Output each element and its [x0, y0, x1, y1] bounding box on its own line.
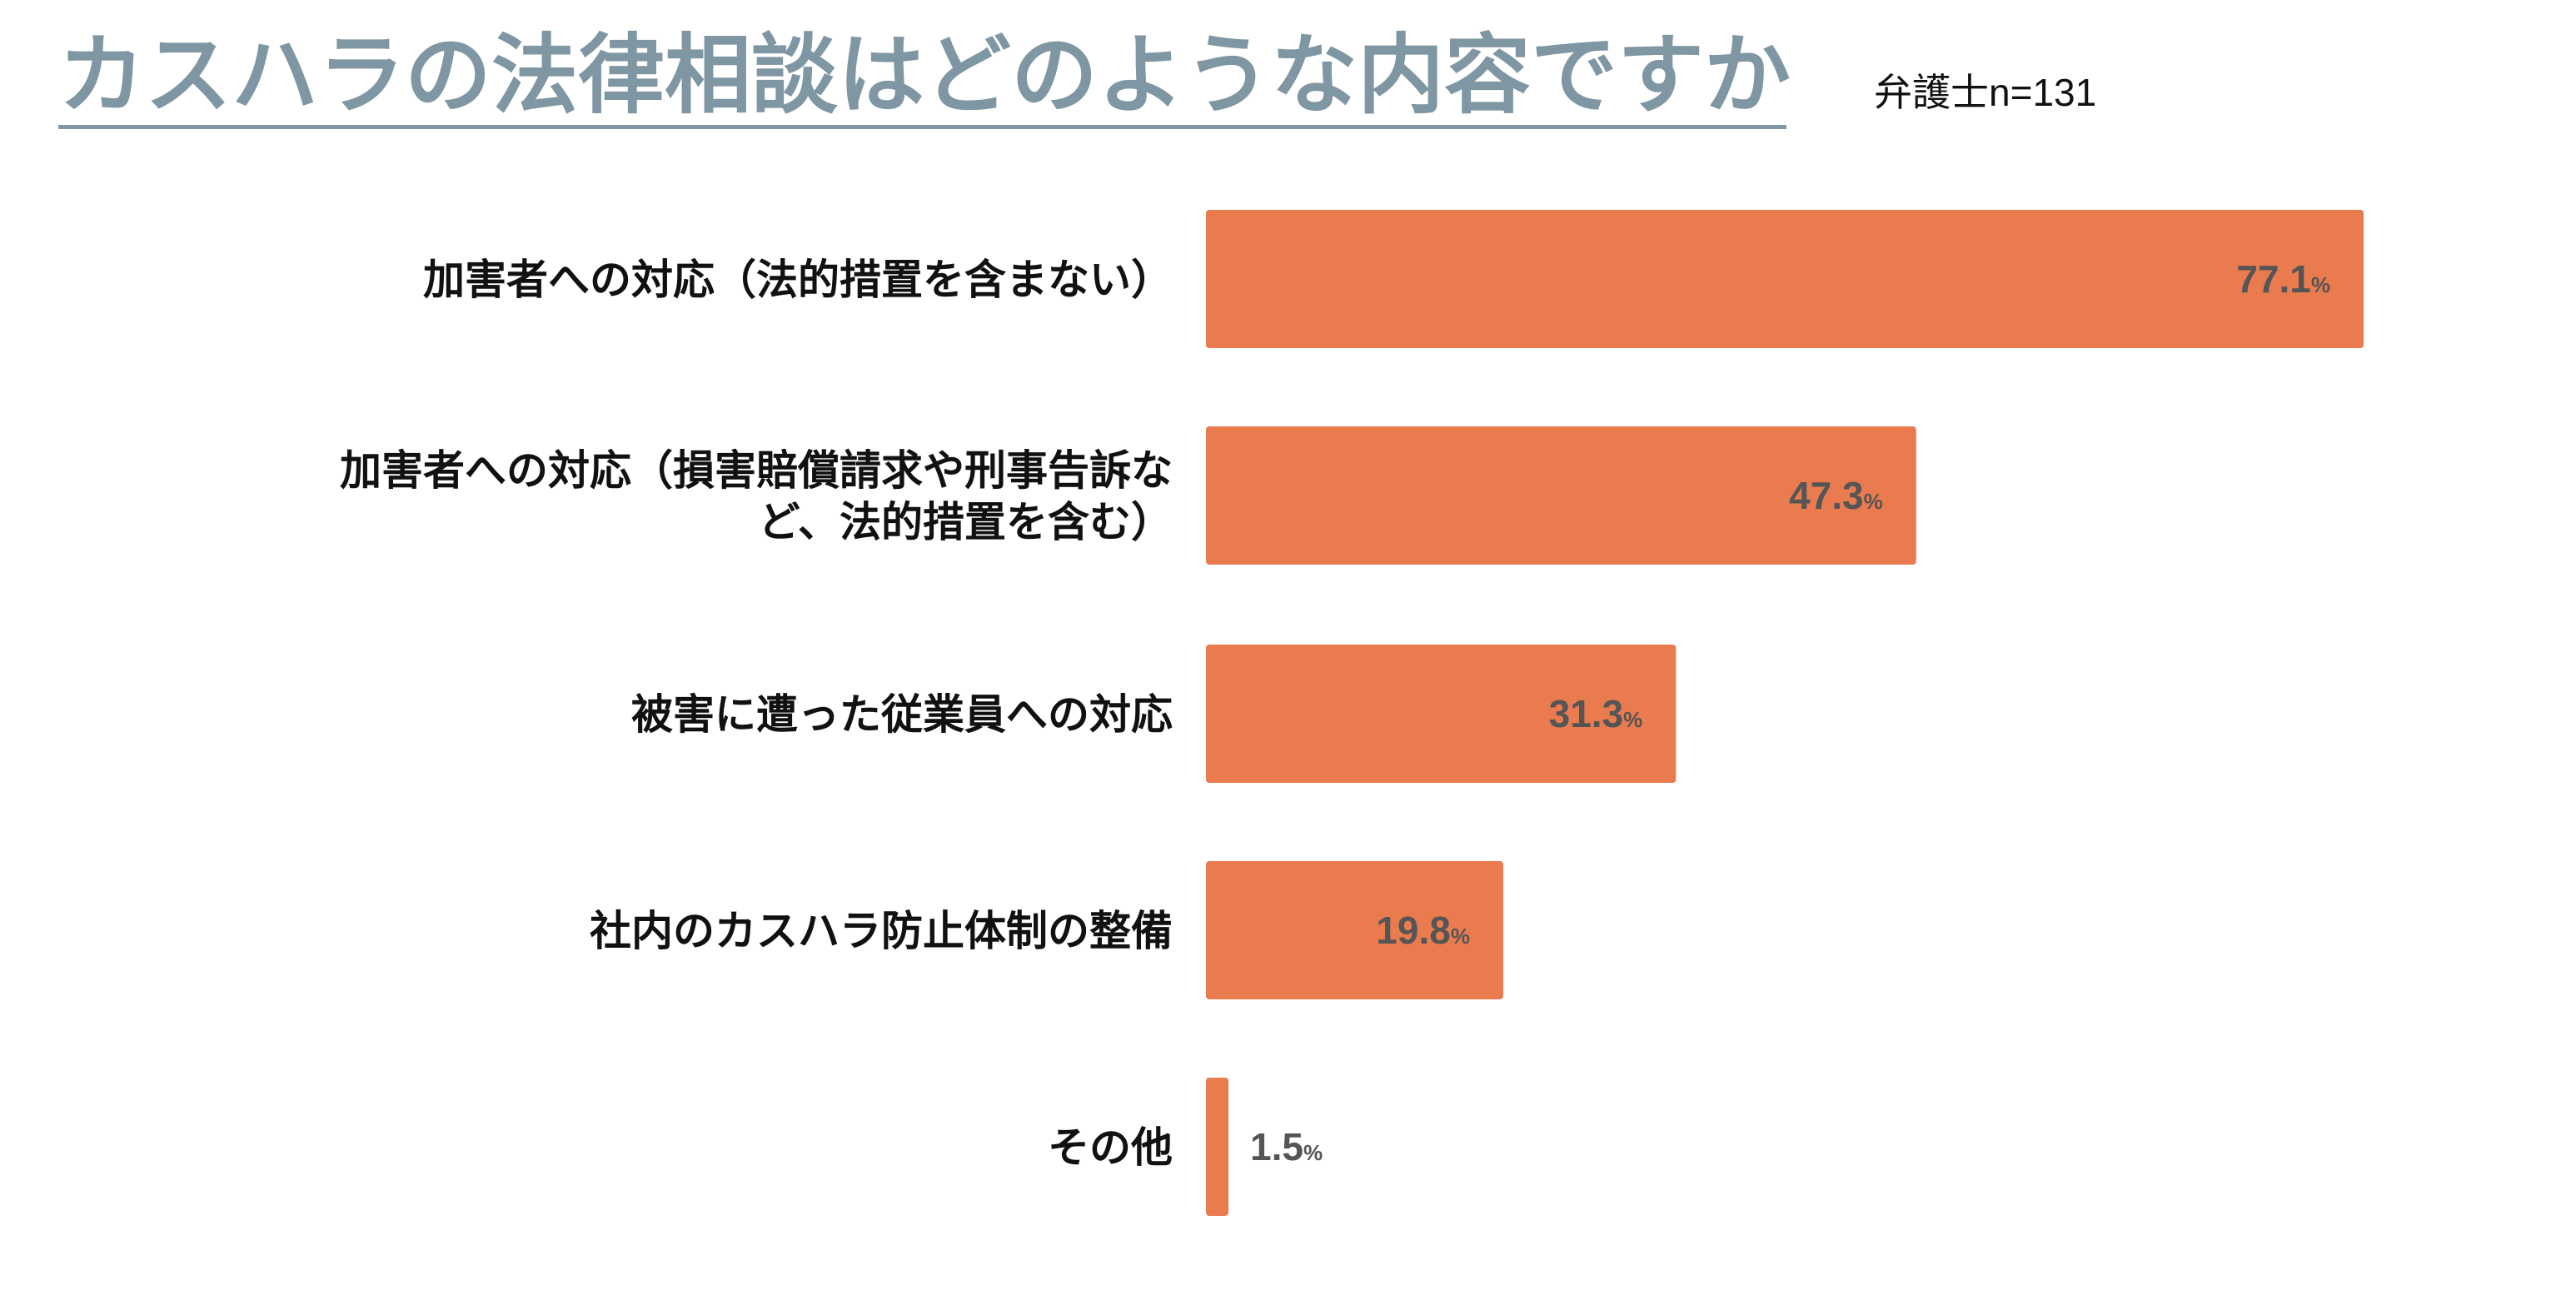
value-label-5: 1.5%: [1250, 1125, 1323, 1168]
bar-1: [1206, 210, 2364, 348]
category-label-2-line-2: ど、法的措置を含む）: [759, 498, 1173, 546]
category-label-2-line-1: 加害者への対応（損害賠償請求や刑事告訴な: [340, 446, 1173, 495]
category-label-1: 加害者への対応（法的措置を含まない）: [423, 256, 1173, 304]
category-label-5: その他: [1048, 1123, 1173, 1172]
category-label-3: 被害に遭った従業員への対応: [631, 690, 1173, 739]
bar-5: [1206, 1078, 1228, 1216]
category-label-4: 社内のカスハラ防止体制の整備: [590, 907, 1173, 955]
